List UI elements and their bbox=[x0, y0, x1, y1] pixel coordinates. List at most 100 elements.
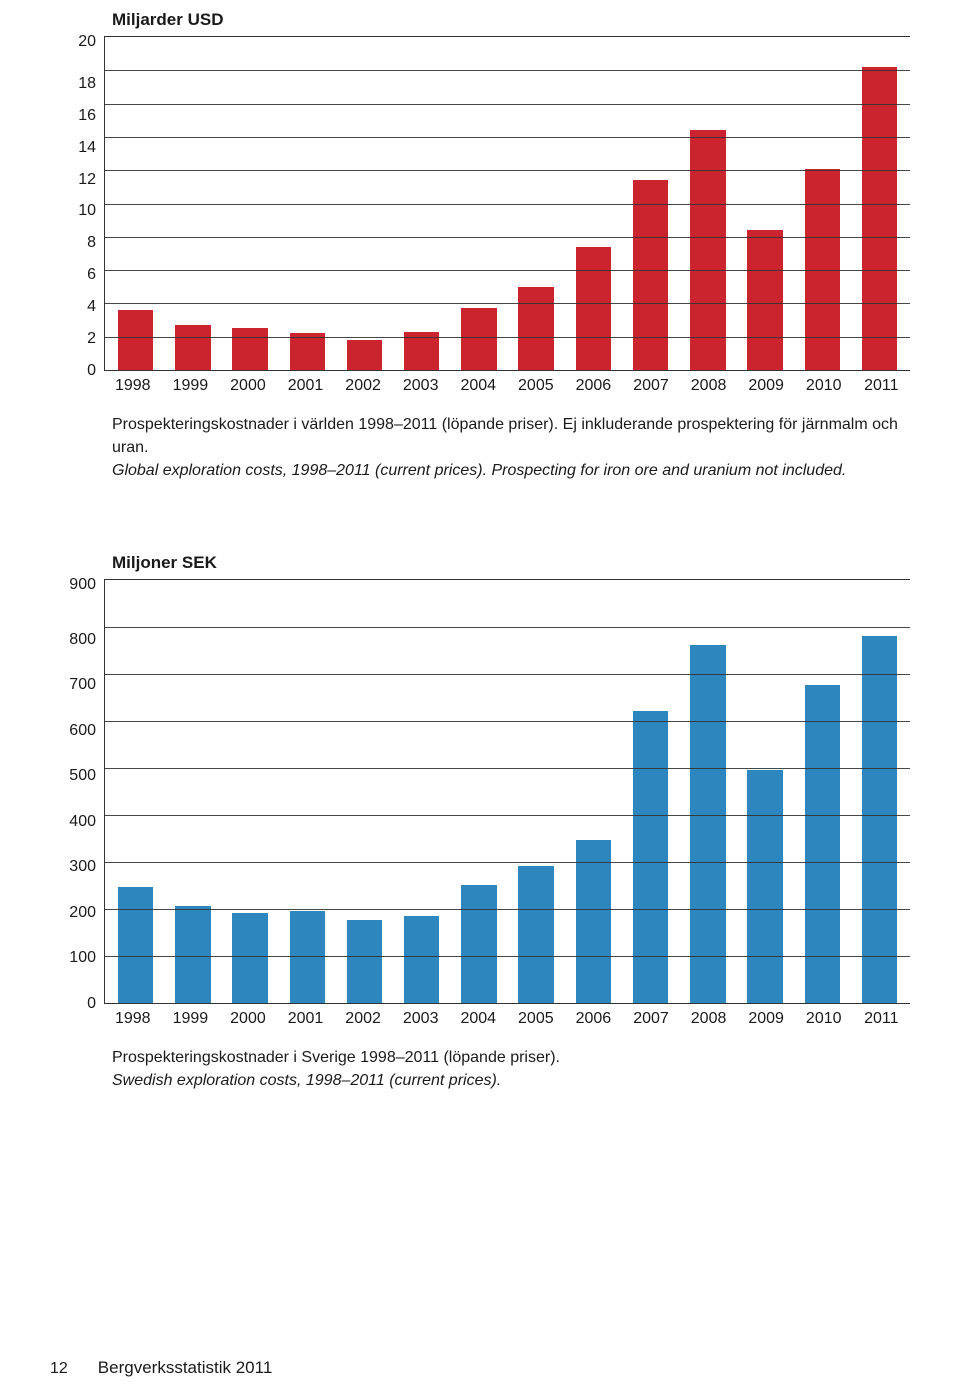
x-tick: 2006 bbox=[565, 1010, 623, 1028]
x-tick: 2002 bbox=[334, 377, 392, 395]
x-tick: 2006 bbox=[565, 377, 623, 395]
y-tick: 800 bbox=[69, 632, 96, 648]
x-tick: 1998 bbox=[104, 1010, 162, 1028]
x-tick: 1999 bbox=[162, 1010, 220, 1028]
page-number: 12 bbox=[50, 1360, 68, 1378]
bar bbox=[747, 770, 782, 1003]
bar-slot bbox=[508, 580, 565, 1003]
x-tick: 2008 bbox=[680, 1010, 738, 1028]
y-tick: 300 bbox=[69, 859, 96, 875]
bar bbox=[633, 180, 668, 370]
bar-slot bbox=[794, 580, 851, 1003]
bar-slot bbox=[393, 580, 450, 1003]
bar-slot bbox=[450, 580, 507, 1003]
bar bbox=[690, 130, 725, 370]
y-tick: 900 bbox=[69, 577, 96, 593]
bar bbox=[862, 636, 897, 1003]
x-tick: 1998 bbox=[104, 377, 162, 395]
y-tick: 100 bbox=[69, 950, 96, 966]
grid-line bbox=[105, 627, 910, 628]
x-tick: 2005 bbox=[507, 377, 565, 395]
chart2-area: 9008007006005004003002001000 bbox=[50, 579, 910, 1004]
chart1-area: 20181614121086420 bbox=[50, 36, 910, 371]
x-tick: 2007 bbox=[622, 1010, 680, 1028]
grid-line bbox=[105, 104, 910, 105]
grid-line bbox=[105, 337, 910, 338]
x-tick: 2005 bbox=[507, 1010, 565, 1028]
chart2-caption-line1: Prospekteringskostnader i Sverige 1998–2… bbox=[112, 1046, 910, 1069]
x-tick: 2004 bbox=[449, 1010, 507, 1028]
bar bbox=[175, 325, 210, 370]
chart2-title: Miljoner SEK bbox=[112, 553, 910, 573]
x-tick: 2011 bbox=[853, 377, 911, 395]
bar-slot bbox=[565, 580, 622, 1003]
bar bbox=[404, 916, 439, 1003]
x-tick: 2003 bbox=[392, 377, 450, 395]
x-tick: 2003 bbox=[392, 1010, 450, 1028]
x-tick: 2011 bbox=[853, 1010, 911, 1028]
y-tick: 500 bbox=[69, 768, 96, 784]
grid-line bbox=[105, 768, 910, 769]
footer-title: Bergverksstatistik 2011 bbox=[98, 1358, 272, 1378]
x-tick: 2002 bbox=[334, 1010, 392, 1028]
chart1-title: Miljarder USD bbox=[112, 10, 910, 30]
y-tick: 8 bbox=[87, 235, 96, 251]
chart2-caption: Prospekteringskostnader i Sverige 1998–2… bbox=[112, 1046, 910, 1092]
chart-sweden-exploration: Miljoner SEK 900800700600500400300200100… bbox=[50, 553, 910, 1092]
grid-line bbox=[105, 721, 910, 722]
y-tick: 200 bbox=[69, 905, 96, 921]
grid-line bbox=[105, 204, 910, 205]
x-tick: 1999 bbox=[162, 377, 220, 395]
y-tick: 400 bbox=[69, 814, 96, 830]
x-tick: 2004 bbox=[449, 377, 507, 395]
bar bbox=[290, 911, 325, 1003]
x-tick: 2009 bbox=[737, 1010, 795, 1028]
y-tick: 10 bbox=[78, 203, 96, 219]
x-tick: 2001 bbox=[277, 377, 335, 395]
chart2-caption-line2: Swedish exploration costs, 1998–2011 (cu… bbox=[112, 1069, 910, 1092]
bar bbox=[347, 340, 382, 370]
chart1-plot bbox=[104, 36, 910, 371]
x-tick: 2009 bbox=[737, 377, 795, 395]
bar bbox=[232, 913, 267, 1002]
chart2-x-axis: 1998199920002001200220032004200520062007… bbox=[104, 1010, 910, 1028]
bar-slot bbox=[736, 580, 793, 1003]
x-tick: 2010 bbox=[795, 1010, 853, 1028]
chart-global-exploration: Miljarder USD 20181614121086420 19981999… bbox=[50, 10, 910, 483]
y-tick: 18 bbox=[78, 76, 96, 92]
y-tick: 0 bbox=[87, 996, 96, 1012]
chart1-caption-line1: Prospekteringskostnader i världen 1998–2… bbox=[112, 413, 910, 459]
bar bbox=[747, 230, 782, 370]
grid-line bbox=[105, 674, 910, 675]
y-tick: 4 bbox=[87, 299, 96, 315]
grid-line bbox=[105, 70, 910, 71]
y-tick: 0 bbox=[87, 363, 96, 379]
chart2-y-axis: 9008007006005004003002001000 bbox=[50, 579, 104, 1004]
bar bbox=[518, 287, 553, 370]
bar bbox=[118, 310, 153, 370]
chart2-bars bbox=[105, 580, 910, 1003]
chart1-caption-line2: Global exploration costs, 1998–2011 (cur… bbox=[112, 459, 910, 482]
grid-line bbox=[105, 862, 910, 863]
bar-slot bbox=[336, 580, 393, 1003]
y-tick: 6 bbox=[87, 267, 96, 283]
bar-slot bbox=[221, 580, 278, 1003]
bar bbox=[290, 333, 325, 370]
x-tick: 2001 bbox=[277, 1010, 335, 1028]
y-tick: 600 bbox=[69, 723, 96, 739]
y-tick: 14 bbox=[78, 140, 96, 156]
x-tick: 2000 bbox=[219, 377, 277, 395]
x-tick: 2010 bbox=[795, 377, 853, 395]
x-tick: 2000 bbox=[219, 1010, 277, 1028]
bar bbox=[518, 866, 553, 1002]
y-tick: 16 bbox=[78, 108, 96, 124]
grid-line bbox=[105, 956, 910, 957]
bar-slot bbox=[622, 580, 679, 1003]
bar-slot bbox=[279, 580, 336, 1003]
bar bbox=[461, 308, 496, 370]
page-footer: 12 Bergverksstatistik 2011 bbox=[50, 1358, 910, 1378]
grid-line bbox=[105, 270, 910, 271]
bar bbox=[347, 920, 382, 1002]
y-tick: 12 bbox=[78, 172, 96, 188]
bar bbox=[232, 328, 267, 370]
